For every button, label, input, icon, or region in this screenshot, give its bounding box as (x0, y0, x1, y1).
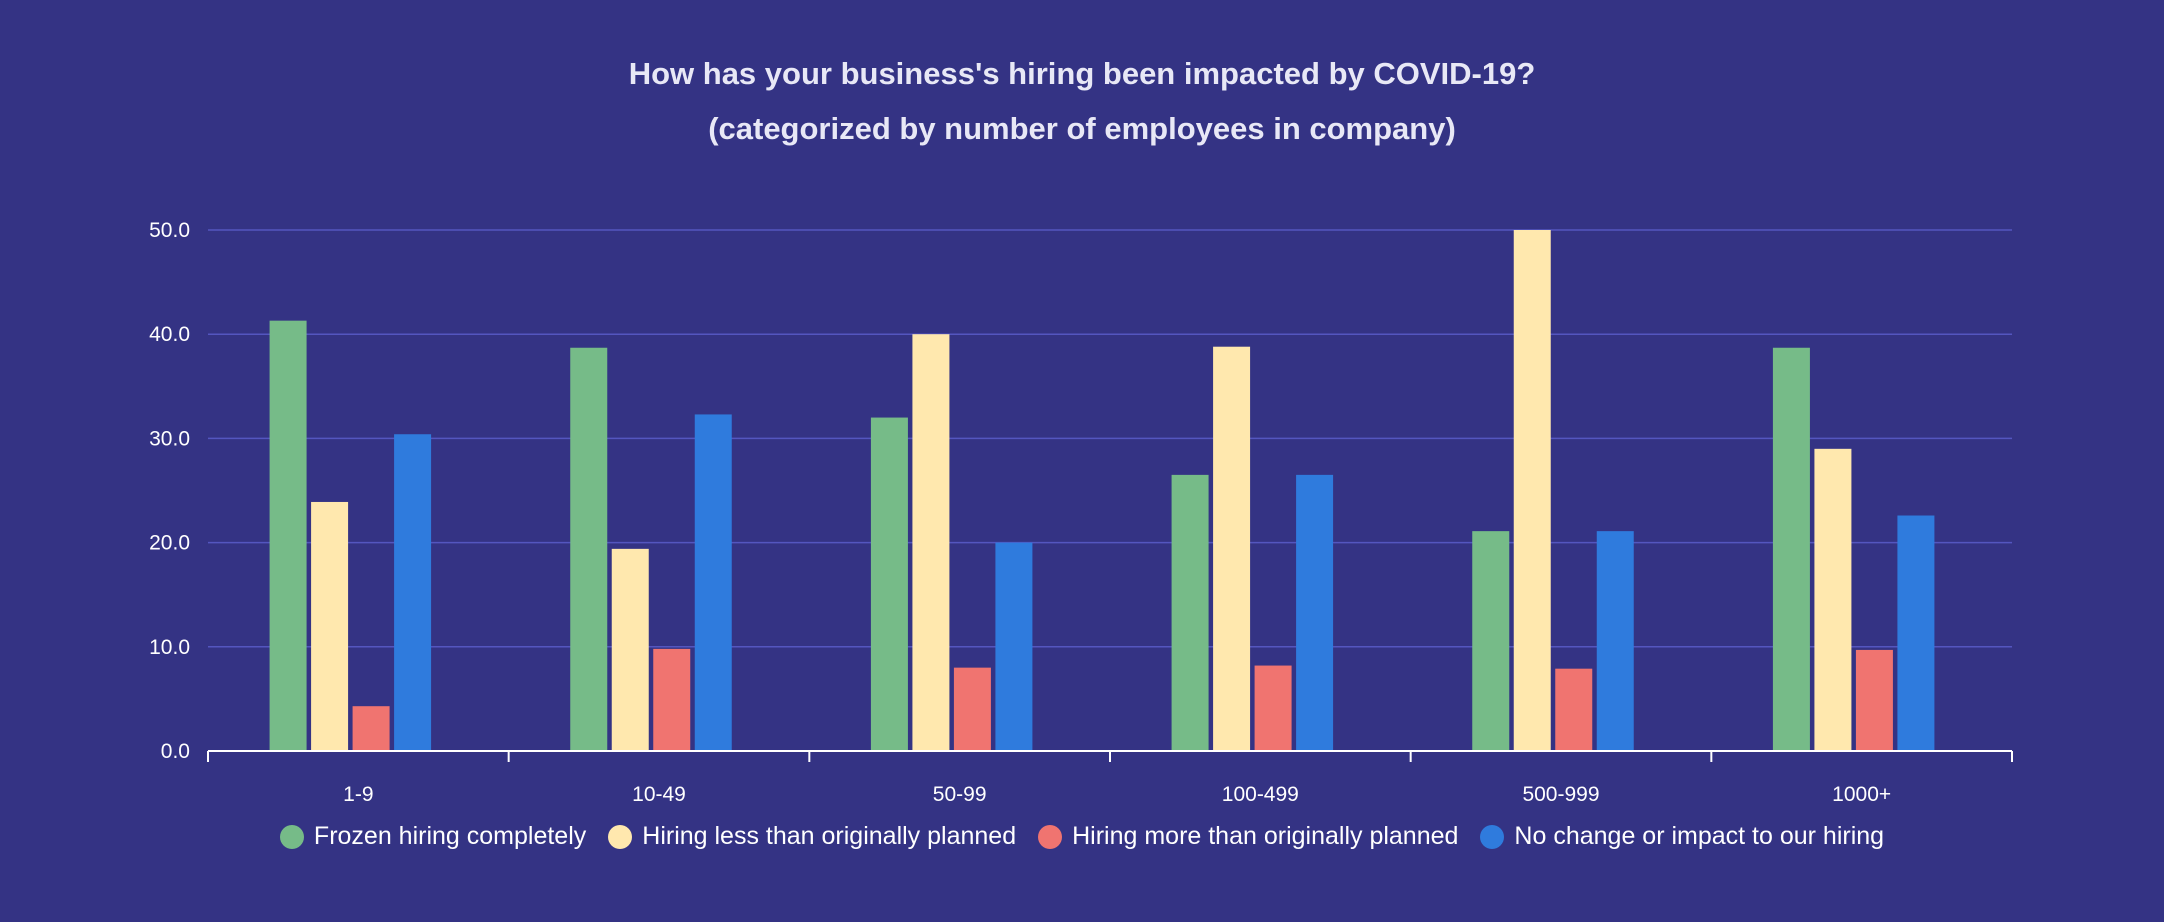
bar-1000+-series-3[interactable] (1897, 515, 1935, 751)
legend-label: Hiring more than originally planned (1072, 822, 1459, 850)
bar-500-999-series-2[interactable] (1555, 668, 1593, 751)
gridlines (208, 229, 2012, 648)
bar-1000+-series-2[interactable] (1855, 649, 1893, 751)
bar-1-9-series-3[interactable] (394, 434, 432, 751)
bar-10-49-series-0[interactable] (570, 347, 608, 751)
x-tick-label: 10-49 (632, 783, 686, 806)
bar-500-999-series-0[interactable] (1472, 531, 1510, 751)
x-tick-label: 500-999 (1522, 783, 1599, 806)
bar-100-499-series-3[interactable] (1296, 474, 1334, 751)
chart-title: How has your business's hiring been impa… (628, 56, 1536, 91)
bar-1-9-series-0[interactable] (269, 320, 307, 751)
legend-label: No change or impact to our hiring (1514, 822, 1885, 850)
legend-label: Hiring less than originally planned (642, 822, 1017, 850)
legend-item[interactable]: No change or impact to our hiring (1480, 822, 1884, 851)
bar-50-99-series-3[interactable] (995, 542, 1033, 751)
y-tick-label: 10.0 (149, 636, 190, 659)
bar-1000+-series-0[interactable] (1772, 347, 1810, 751)
y-axis: 0.0 10.0 20.0 30.0 40.0 50.0 (149, 219, 190, 763)
x-tick-label: 1000+ (1832, 783, 1891, 806)
bar-50-99-series-2[interactable] (953, 667, 991, 751)
legend-item[interactable]: Frozen hiring completely (279, 822, 587, 851)
bar-100-499-series-2[interactable] (1254, 665, 1292, 751)
bar-100-499-series-1[interactable] (1213, 346, 1251, 751)
bar-50-99-series-1[interactable] (912, 334, 950, 751)
y-tick-label: 30.0 (149, 427, 190, 450)
bar-1-9-series-2[interactable] (352, 706, 390, 751)
legend-swatch-icon (1038, 824, 1063, 849)
legend-item[interactable]: Hiring more than originally planned (1038, 822, 1458, 851)
bar-10-49-series-1[interactable] (611, 548, 649, 751)
bar-10-49-series-2[interactable] (653, 648, 691, 751)
y-tick-label: 50.0 (149, 219, 190, 242)
x-axis: 1-9 10-49 50-99 100-499 500-999 1000+ (207, 750, 2013, 806)
bar-500-999-series-3[interactable] (1596, 531, 1634, 751)
legend-swatch-icon (279, 824, 304, 849)
legend-swatch-icon (1480, 824, 1505, 849)
legend-item[interactable]: Hiring less than originally planned (608, 822, 1016, 851)
legend-label: Frozen hiring completely (313, 822, 587, 850)
bar-100-499-series-0[interactable] (1171, 474, 1209, 751)
chart-subtitle: (categorized by number of employees in c… (708, 111, 1456, 146)
x-tick-label: 50-99 (933, 783, 987, 806)
y-tick-label: 0.0 (161, 740, 190, 763)
bar-50-99-series-0[interactable] (870, 417, 908, 751)
y-tick-label: 20.0 (149, 532, 190, 555)
x-tick-label: 100-499 (1222, 783, 1299, 806)
bar-500-999-series-1[interactable] (1513, 230, 1551, 751)
bar-1-9-series-1[interactable] (311, 501, 349, 751)
bar-1000+-series-1[interactable] (1814, 448, 1852, 751)
bars (269, 230, 1935, 751)
legend-swatch-icon (608, 824, 633, 849)
bar-10-49-series-3[interactable] (694, 414, 732, 751)
legend: Frozen hiring completely Hiring less than… (0, 822, 2164, 851)
x-tick-label: 1-9 (343, 783, 373, 806)
chart-title-block: How has your business's hiring been impa… (0, 46, 2164, 156)
y-tick-label: 40.0 (149, 323, 190, 346)
